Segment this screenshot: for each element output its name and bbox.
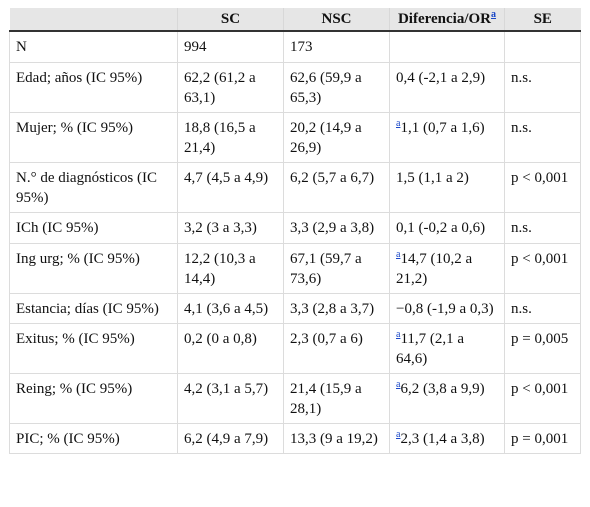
table-row: Estancia; días (IC 95%) 4,1 (3,6 a 4,5) 3,… [9,293,581,324]
cell-diferencia-or: a6,2 (3,8 a 9,9) [389,373,505,424]
table-row: Edad; años (IC 95%) 62,2 (61,2 a 63,1) 62,… [9,62,581,113]
cell-sc: 62,2 (61,2 a 63,1) [177,62,284,113]
header-nsc: NSC [283,8,390,32]
cell-se: p = 0,005 [504,323,581,374]
cell-sc: 3,2 (3 a 3,3) [177,212,284,244]
cell-nsc: 2,3 (0,7 a 6) [283,323,390,374]
table-row: PIC; % (IC 95%) 6,2 (4,9 a 7,9) 13,3 (9 a … [9,423,581,454]
cell-diferencia-or: −0,8 (-1,9 a 0,3) [389,293,505,324]
cell-se: n.s. [504,112,581,163]
header-sc: SC [177,8,284,32]
cell-sc: 12,2 (10,3 a 14,4) [177,243,284,294]
results-table-container: SC NSC Diferencia/ORa SE N 994 173 Edad; añ… [9,8,581,454]
table-header: SC NSC Diferencia/ORa SE [9,8,581,32]
cell-nsc: 21,4 (15,9 a 28,1) [283,373,390,424]
diferencia-value: 1,1 (0,7 a 1,6) [400,120,485,136]
cell-diferencia-or: 0,4 (-2,1 a 2,9) [389,62,505,113]
cell-diferencia-or: a1,1 (0,7 a 1,6) [389,112,505,163]
table-row: ICh (IC 95%) 3,2 (3 a 3,3) 3,3 (2,9 a 3,8)… [9,212,581,244]
footnote-link[interactable]: a [396,379,401,390]
cell-nsc: 6,2 (5,7 a 6,7) [283,162,390,213]
diferencia-value: 2,3 (1,4 a 3,8) [400,431,485,447]
cell-diferencia-or: a11,7 (2,1 a 64,6) [389,323,505,374]
cell-nsc: 3,3 (2,9 a 3,8) [283,212,390,244]
cell-sc: 18,8 (16,5 a 21,4) [177,112,284,163]
diferencia-value: 11,7 (2,1 a 64,6) [396,331,465,367]
cell-se: n.s. [504,62,581,113]
cell-diferencia-or: a14,7 (10,2 a 21,2) [389,243,505,294]
cell-diferencia-or: 1,5 (1,1 a 2) [389,162,505,213]
row-label: Ing urg; % (IC 95%) [9,243,178,294]
cell-se: p < 0,001 [504,373,581,424]
cell-se: n.s. [504,293,581,324]
cell-sc: 4,7 (4,5 a 4,9) [177,162,284,213]
row-label: PIC; % (IC 95%) [9,423,178,454]
table-row: Exitus; % (IC 95%) 0,2 (0 a 0,8) 2,3 (0,7 … [9,323,581,374]
cell-sc: 994 [177,31,284,63]
cell-diferencia-or: a2,3 (1,4 a 3,8) [389,423,505,454]
cell-sc: 4,1 (3,6 a 4,5) [177,293,284,324]
header-empty [9,8,178,32]
cell-nsc: 62,6 (59,9 a 65,3) [283,62,390,113]
header-row: SC NSC Diferencia/ORa SE [9,8,581,32]
header-diferencia-or: Diferencia/ORa [389,8,505,32]
cell-sc: 6,2 (4,9 a 7,9) [177,423,284,454]
row-label: Reing; % (IC 95%) [9,373,178,424]
table-row: N.° de diagnósticos (IC 95%) 4,7 (4,5 a 4… [9,162,581,213]
diferencia-value: −0,8 (-1,9 a 0,3) [396,301,494,317]
diferencia-value: 6,2 (3,8 a 9,9) [400,381,485,397]
footnote-link[interactable]: a [396,249,401,260]
row-label: N [9,31,178,63]
cell-se: n.s. [504,212,581,244]
row-label: Exitus; % (IC 95%) [9,323,178,374]
results-table: SC NSC Diferencia/ORa SE N 994 173 Edad; añ… [9,8,581,454]
cell-diferencia-or: 0,1 (-0,2 a 0,6) [389,212,505,244]
cell-nsc: 173 [283,31,390,63]
cell-diferencia-or [389,31,505,63]
cell-nsc: 67,1 (59,7 a 73,6) [283,243,390,294]
cell-se [504,31,581,63]
footnote-link[interactable]: a [396,329,401,340]
row-label: Mujer; % (IC 95%) [9,112,178,163]
cell-se: p < 0,001 [504,243,581,294]
table-row: Reing; % (IC 95%) 4,2 (3,1 a 5,7) 21,4 (15… [9,373,581,424]
table-body: N 994 173 Edad; años (IC 95%) 62,2 (61,2 a 6… [9,31,581,454]
diferencia-value: 14,7 (10,2 a 21,2) [396,251,473,287]
header-diferencia-or-label: Diferencia/OR [397,11,492,27]
footnote-link[interactable]: a [396,118,401,129]
table-row: Mujer; % (IC 95%) 18,8 (16,5 a 21,4) 20,2 … [9,112,581,163]
footnote-link[interactable]: a [491,9,497,20]
footnote-link[interactable]: a [396,429,401,440]
row-label: Estancia; días (IC 95%) [9,293,178,324]
row-label: Edad; años (IC 95%) [9,62,178,113]
diferencia-value: 0,1 (-0,2 a 0,6) [396,220,486,236]
cell-nsc: 13,3 (9 a 19,2) [283,423,390,454]
cell-se: p = 0,001 [504,423,581,454]
table-row: Ing urg; % (IC 95%) 12,2 (10,3 a 14,4) 67,… [9,243,581,294]
header-se: SE [504,8,581,32]
diferencia-value: 1,5 (1,1 a 2) [396,170,469,186]
cell-nsc: 20,2 (14,9 a 26,9) [283,112,390,163]
table-row: N 994 173 [9,31,581,63]
cell-sc: 4,2 (3,1 a 5,7) [177,373,284,424]
row-label: ICh (IC 95%) [9,212,178,244]
cell-nsc: 3,3 (2,8 a 3,7) [283,293,390,324]
cell-sc: 0,2 (0 a 0,8) [177,323,284,374]
diferencia-value: 0,4 (-2,1 a 2,9) [396,70,486,86]
row-label: N.° de diagnósticos (IC 95%) [9,162,178,213]
cell-se: p < 0,001 [504,162,581,213]
